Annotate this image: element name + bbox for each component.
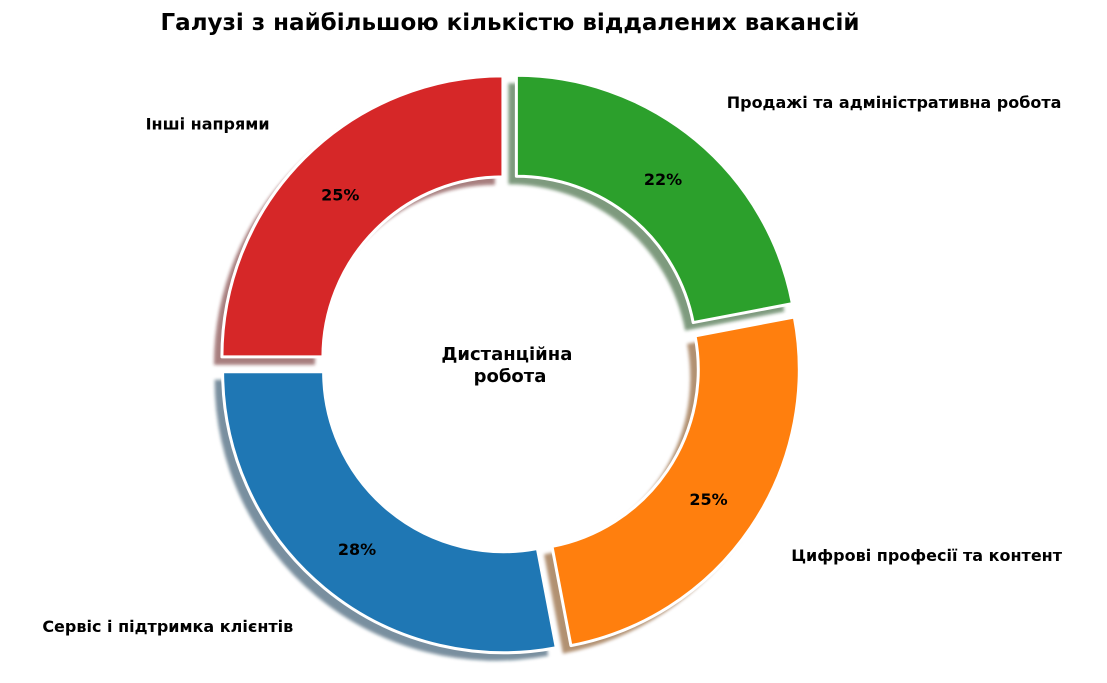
slice-1-pct-label: 25% (321, 185, 359, 204)
slice-4 (514, 73, 794, 325)
slice-3 (550, 315, 801, 648)
center-label-line-2: робота (474, 366, 547, 387)
slice-1 (220, 74, 505, 359)
labels: 25% Інші напрями 28% Сервіс і підтримка клі… (42, 93, 1062, 636)
slice-1-label: Інші напрями (146, 115, 270, 134)
center-label-line-1: Дистанційна (441, 344, 572, 365)
center-label: Дистанційна робота (441, 344, 578, 387)
slice-4-label: Продажі та адміністративна робота (727, 93, 1062, 112)
slice-2-pct-label: 28% (338, 540, 376, 559)
slice-2-label: Сервіс і підтримка клієнтів (42, 617, 293, 636)
chart-title: Галузі з найбільшою кількістю віддалених… (161, 10, 860, 36)
slice-2 (221, 370, 558, 655)
slice-3-label: Цифрові професії та контент (791, 546, 1063, 565)
slice-3-pct-label: 25% (689, 490, 727, 509)
slice-4-pct-label: 22% (644, 170, 682, 189)
slices (220, 73, 801, 655)
